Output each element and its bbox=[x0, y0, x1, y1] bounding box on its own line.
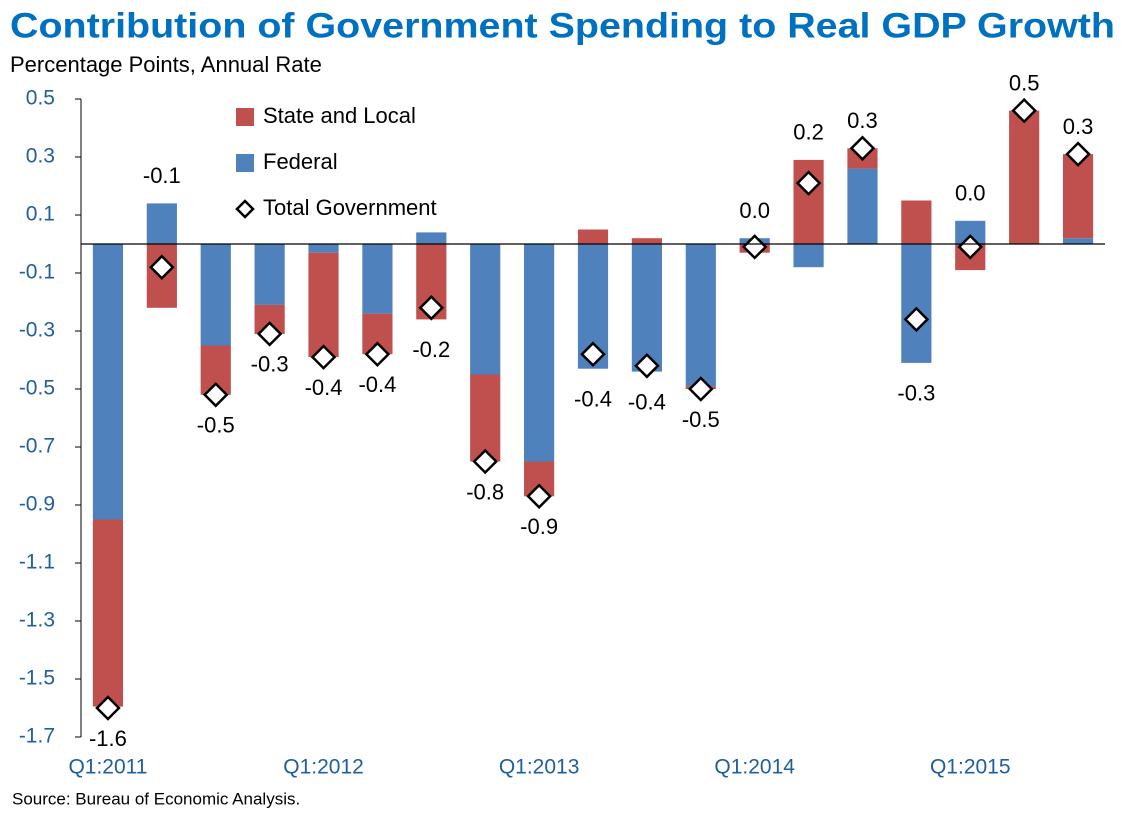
bar-segment bbox=[901, 244, 932, 363]
y-tick-label: 0.1 bbox=[26, 203, 55, 226]
bar-segment bbox=[146, 203, 177, 244]
total-marker bbox=[634, 353, 660, 379]
y-tick-label: -0.3 bbox=[19, 319, 55, 342]
x-tick-label: Q1:2012 bbox=[283, 756, 364, 779]
bar-segment bbox=[470, 244, 501, 375]
total-marker bbox=[957, 234, 984, 260]
legend-label: State and Local bbox=[263, 103, 416, 128]
data-label: -0.4 bbox=[574, 387, 612, 412]
bar-segment bbox=[577, 229, 609, 244]
y-tick-label: -0.7 bbox=[19, 435, 55, 458]
data-label: -0.4 bbox=[628, 389, 666, 414]
x-tick-label: Q1:2014 bbox=[714, 756, 795, 779]
x-tick-label: Q1:2015 bbox=[930, 756, 1011, 779]
total-marker bbox=[1065, 141, 1091, 167]
y-tick-label: -1.3 bbox=[19, 609, 55, 632]
data-label: -0.8 bbox=[466, 479, 504, 504]
bar-segment bbox=[1009, 110, 1040, 244]
total-marker bbox=[795, 170, 822, 196]
chart-subtitle: Percentage Points, Annual Rate bbox=[10, 52, 322, 77]
data-label: -0.5 bbox=[682, 407, 720, 432]
data-label: -0.3 bbox=[897, 381, 935, 406]
total-marker bbox=[526, 483, 552, 510]
total-marker bbox=[580, 341, 606, 367]
bar-segment bbox=[92, 519, 124, 707]
total-marker bbox=[1011, 97, 1037, 124]
legend-label: Total Government bbox=[263, 195, 437, 220]
bar-segment bbox=[955, 220, 986, 244]
data-label: 0.0 bbox=[739, 198, 770, 223]
data-label: -1.6 bbox=[89, 726, 127, 751]
bar-segment bbox=[631, 244, 662, 372]
data-label: -0.3 bbox=[251, 352, 289, 377]
source-note: Source: Bureau of Economic Analysis. bbox=[12, 789, 300, 808]
bar-segment bbox=[200, 244, 231, 346]
total-marker bbox=[256, 321, 283, 347]
total-marker bbox=[149, 254, 175, 280]
legend-marker bbox=[235, 199, 255, 219]
bar-segment bbox=[362, 244, 393, 314]
data-label: 0.5 bbox=[1009, 70, 1040, 95]
total-marker bbox=[310, 344, 337, 370]
data-label: -0.4 bbox=[305, 375, 343, 400]
bar-segment bbox=[631, 238, 662, 244]
y-tick-label: -1.7 bbox=[19, 725, 55, 748]
total-marker bbox=[849, 135, 876, 162]
y-tick-label: -0.5 bbox=[19, 377, 55, 400]
y-tick-label: -1.1 bbox=[19, 551, 55, 574]
y-tick-label: -1.5 bbox=[19, 667, 55, 690]
bar-segment bbox=[901, 200, 932, 244]
data-label: -0.2 bbox=[412, 337, 450, 362]
x-tick-label: Q1:2011 bbox=[68, 756, 147, 779]
y-tick-label: 0.3 bbox=[26, 145, 55, 168]
bar-segment bbox=[793, 244, 824, 268]
bar-segment bbox=[416, 232, 447, 244]
legend-swatch bbox=[236, 108, 254, 126]
bar-segment bbox=[524, 244, 555, 462]
data-label: 0.0 bbox=[955, 181, 986, 206]
legend-label: Federal bbox=[263, 149, 338, 174]
total-marker bbox=[202, 382, 229, 408]
bar-segment bbox=[847, 168, 878, 244]
data-label: 0.2 bbox=[793, 120, 824, 145]
total-marker bbox=[364, 341, 391, 367]
bar-segment bbox=[308, 244, 339, 253]
data-label: -0.1 bbox=[143, 163, 181, 188]
bar-segment bbox=[92, 244, 124, 520]
data-label: 0.3 bbox=[1063, 114, 1094, 139]
x-tick-label: Q1:2013 bbox=[499, 756, 580, 779]
y-tick-label: -0.1 bbox=[19, 261, 55, 284]
total-marker bbox=[95, 695, 121, 721]
data-label: -0.4 bbox=[358, 372, 396, 397]
data-label: 0.3 bbox=[847, 108, 878, 133]
bar-segment bbox=[1062, 154, 1094, 239]
bar-segment bbox=[685, 244, 716, 387]
data-label: -0.9 bbox=[520, 514, 558, 539]
total-marker bbox=[741, 234, 768, 260]
bar-segment bbox=[470, 374, 501, 462]
bar-segment bbox=[308, 252, 339, 358]
data-label: -0.5 bbox=[197, 413, 235, 438]
total-marker bbox=[418, 295, 445, 321]
legend-swatch bbox=[236, 154, 254, 172]
chart-title: Contribution of Government Spending to R… bbox=[10, 6, 1115, 45]
total-marker bbox=[903, 306, 930, 333]
total-marker bbox=[688, 376, 714, 402]
bar-segment bbox=[254, 244, 285, 305]
total-marker bbox=[472, 448, 498, 475]
y-tick-label: 0.5 bbox=[26, 87, 55, 110]
y-tick-label: -0.9 bbox=[19, 493, 55, 516]
bar-segment bbox=[1062, 238, 1094, 244]
